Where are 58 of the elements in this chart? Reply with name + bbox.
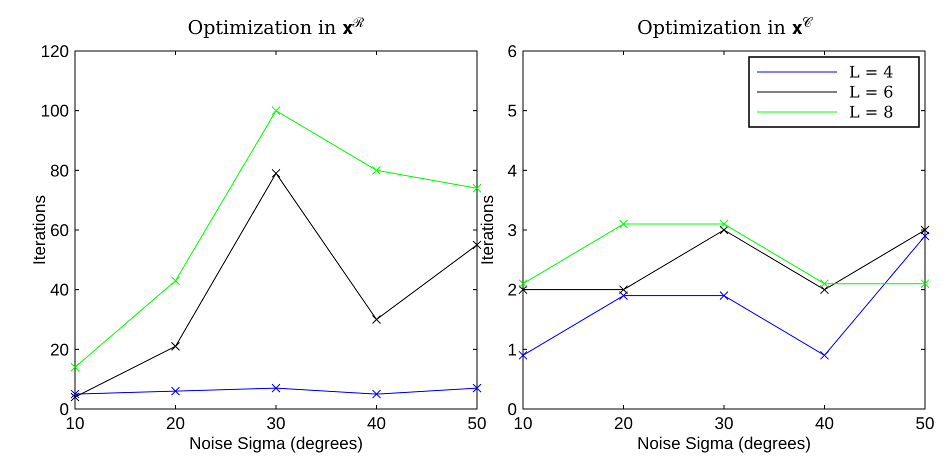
y-tick-label: 4 <box>508 161 517 180</box>
point <box>70 362 80 372</box>
point <box>472 184 482 193</box>
point <box>820 350 829 360</box>
y-tick-label: 40 <box>50 280 69 300</box>
point <box>272 384 280 393</box>
y-tick-label: 6 <box>508 42 517 61</box>
point <box>472 384 482 393</box>
y-axis-title: Iterations <box>478 195 497 265</box>
point <box>820 279 829 288</box>
y-tick-label: 100 <box>40 102 69 121</box>
x-axis-title: Noise Sigma (degrees) <box>189 434 363 453</box>
point <box>720 226 728 234</box>
x-tick-label: 20 <box>166 414 185 433</box>
y-axis-title: Iterations <box>30 195 49 265</box>
point <box>920 231 930 240</box>
legend-label: L = 6 <box>849 82 894 102</box>
point <box>272 106 280 116</box>
y-tick-label: 2 <box>508 280 517 300</box>
x-tick-label: 30 <box>266 414 286 433</box>
point <box>820 285 829 294</box>
x-axis-title: Noise Sigma (degrees) <box>637 434 811 453</box>
y-tick-label: 120 <box>40 42 69 61</box>
x-tick-label: 20 <box>614 414 633 433</box>
point <box>372 315 381 324</box>
x-tick-label: 50 <box>468 414 486 433</box>
point <box>171 342 180 351</box>
point <box>720 291 728 300</box>
point <box>518 285 528 294</box>
point <box>720 220 728 229</box>
x-tick-label: 50 <box>916 414 934 433</box>
x-tick-label: 40 <box>815 414 834 433</box>
point <box>518 350 528 360</box>
chart-title: Optimization in 𝐱$^{𝒞}$ <box>637 16 813 39</box>
legend-label: L = 8 <box>849 102 894 122</box>
point <box>920 226 930 234</box>
y-tick-label: 80 <box>50 161 69 180</box>
point <box>920 279 930 288</box>
chart-title: Optimization in 𝐱$^{ℛ}$ <box>188 16 364 39</box>
y-tick-label: 5 <box>508 102 517 121</box>
y-tick-label: 20 <box>50 340 69 360</box>
legend-label: L = 4 <box>849 62 894 82</box>
point <box>171 386 180 396</box>
point <box>272 168 280 178</box>
point <box>619 291 628 300</box>
point <box>70 390 80 399</box>
point <box>372 390 381 399</box>
point <box>518 279 528 288</box>
point <box>372 166 381 175</box>
x-tick-label: 40 <box>367 414 386 433</box>
point <box>619 285 628 294</box>
y-tick-label: 60 <box>50 220 69 240</box>
point <box>171 276 180 286</box>
y-tick-label: 3 <box>508 220 517 240</box>
y-tick-label: 1 <box>508 340 517 360</box>
x-tick-label: 30 <box>714 414 734 433</box>
point <box>70 392 80 402</box>
point <box>619 220 628 229</box>
